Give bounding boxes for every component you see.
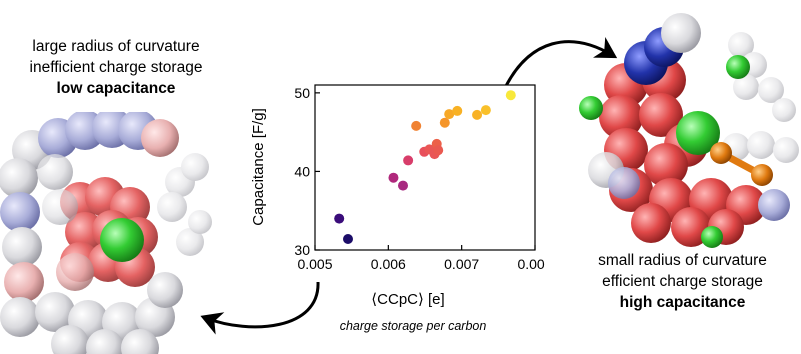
data-point [411, 120, 422, 131]
right-pore-structure [579, 13, 799, 248]
capacitance-scatter-chart: Capacitance [F/g] ⟨CCpC⟩ [e] 0.005 0.006 0… [250, 84, 545, 308]
plot-frame [314, 84, 536, 251]
right-ion [676, 111, 720, 155]
right-caption-line3: high capacitance [619, 294, 746, 311]
data-point [472, 109, 483, 120]
arrow-to-high-capacitance [504, 37, 618, 87]
x-axis-label: ⟨CCpC⟩ [e] [371, 291, 444, 308]
data-point [439, 117, 450, 128]
left-caption-line2: inefficient charge storage [29, 59, 203, 76]
data-point [505, 90, 516, 101]
left-caption-line1: large radius of curvature [32, 38, 200, 55]
data-point [480, 105, 491, 116]
data-point [444, 109, 455, 120]
data-point [452, 105, 463, 116]
data-point [398, 180, 408, 191]
y-tick-label: 40 [294, 163, 310, 179]
left-caption-line3: low capacitance [56, 80, 176, 97]
left-pore-structure [0, 112, 212, 354]
right-caption: small radius of curvature efficient char… [570, 250, 795, 313]
y-tick-label: 50 [294, 85, 310, 101]
chart-subcaption: charge storage per carbon [339, 319, 487, 333]
x-tick-label: 0.007 [444, 256, 479, 272]
right-caption-line1: small radius of curvature [598, 252, 767, 269]
x-tick-label: 0.005 [297, 256, 332, 272]
x-tick-label: 0.006 [371, 256, 406, 272]
arrow-to-low-capacitance [200, 281, 320, 335]
y-tick-label: 30 [294, 242, 310, 258]
data-point [388, 172, 399, 183]
data-point [343, 234, 353, 244]
x-tick-label: 0.008 [517, 256, 545, 272]
data-point [403, 155, 414, 166]
right-caption-line2: efficient charge storage [602, 273, 763, 290]
left-caption: large radius of curvature inefficient ch… [0, 36, 232, 99]
left-ion [100, 218, 144, 262]
y-axis-label: Capacitance [F/g] [250, 108, 267, 226]
data-point [433, 145, 444, 156]
data-point [334, 213, 345, 224]
